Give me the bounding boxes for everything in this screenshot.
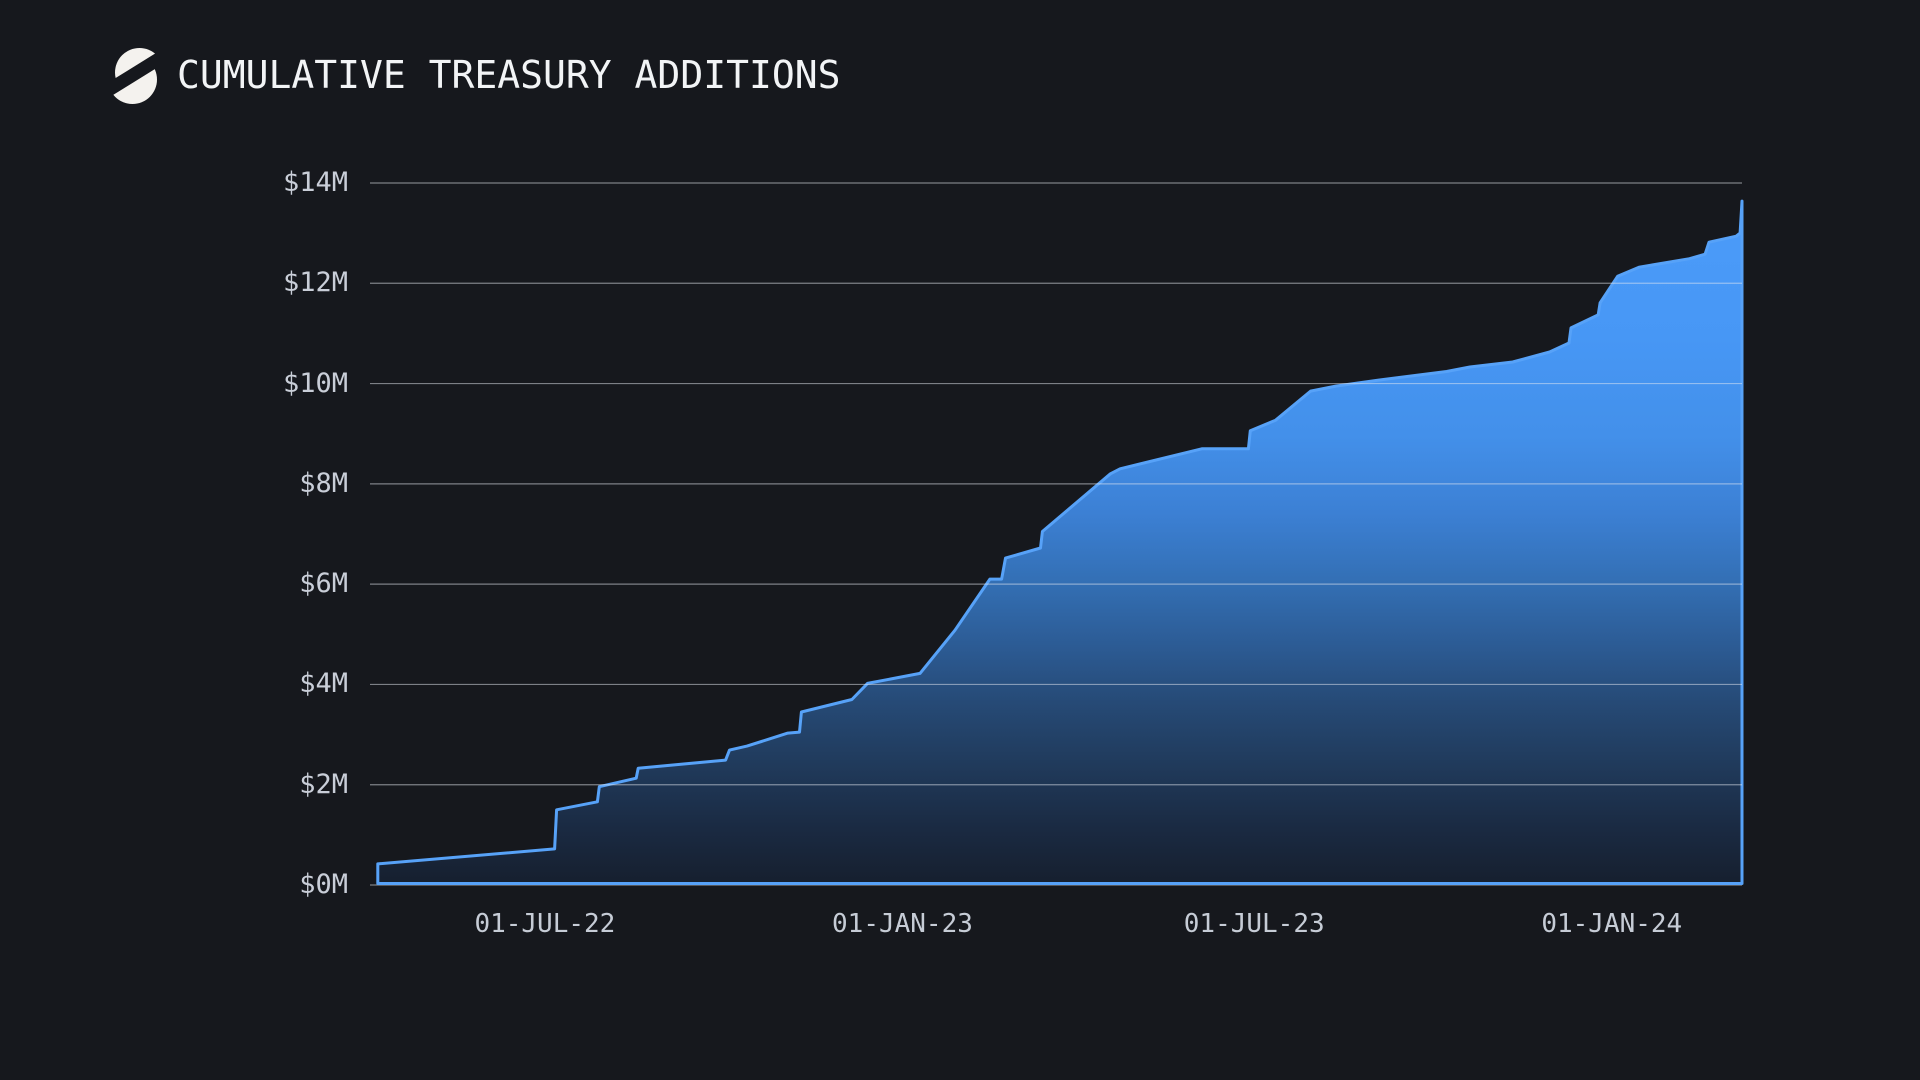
brand-logo-icon <box>108 48 164 104</box>
y-axis-tick-label: $10M <box>282 367 348 399</box>
y-axis-tick-label: $12M <box>282 267 348 299</box>
area-series[interactable] <box>376 199 1744 885</box>
y-axis-tick-label: $14M <box>282 167 348 198</box>
x-axis-tick-label: 01-JUL-22 <box>474 909 616 939</box>
y-axis-tick-label: $2M <box>299 768 348 800</box>
x-axis-tick-label: 01-JUL-23 <box>1183 909 1325 939</box>
x-axis-tick-label: 01-JAN-23 <box>832 909 973 939</box>
y-axis-tick-label: $4M <box>299 668 348 700</box>
y-axis-tick-label: $0M <box>299 869 348 900</box>
y-axis-tick-label: $8M <box>299 467 348 499</box>
gridlines <box>370 182 1742 786</box>
chart-header: CUMULATIVE TREASURY ADDITIONS <box>0 0 1920 140</box>
y-axis-tick-label: $6M <box>299 568 348 600</box>
x-axis-tick-label: 01-JAN-24 <box>1541 909 1683 939</box>
chart-title: CUMULATIVE TREASURY ADDITIONS <box>177 53 841 97</box>
